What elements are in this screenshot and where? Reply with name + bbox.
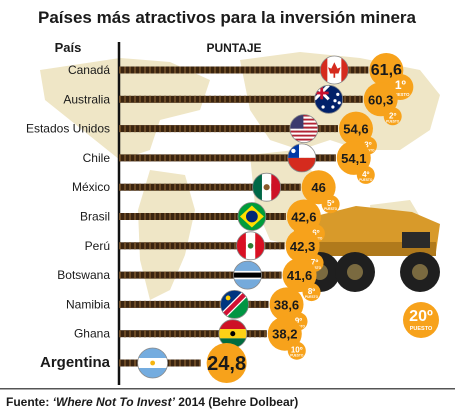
value-badge [336, 140, 371, 175]
source-separator [0, 388, 455, 390]
country-label: Namibia [66, 297, 110, 311]
rank-label: 1º [395, 78, 407, 92]
source-text: Fuente: ‘Where Not To Invest’ 2014 (Behr… [6, 395, 298, 409]
rank-label: 7º [311, 258, 318, 267]
value-label: 38,2 [272, 327, 297, 342]
rank-badge [403, 302, 439, 338]
value-label: 42,3 [290, 239, 315, 254]
value-badge [206, 343, 247, 383]
rank-word: PUESTO [410, 326, 433, 332]
country-label: Canadá [68, 63, 110, 77]
country-header: País [55, 40, 82, 55]
value-label: 61,6 [371, 62, 402, 79]
country-label: Estados Unidos [26, 122, 110, 136]
value-label: 46 [311, 180, 325, 195]
bar [119, 154, 336, 162]
usa-flag-icon [289, 114, 319, 144]
chart-title: Países más atractivos para la inversión … [38, 8, 417, 27]
value-label: 42,6 [291, 210, 316, 225]
rank-label: 8º [308, 287, 315, 296]
rank-word: PUESTO [305, 295, 319, 299]
country-label: Botswana [57, 268, 110, 282]
country-label: Australia [63, 92, 110, 106]
rank-word: PUESTO [324, 207, 338, 211]
rank-badge [383, 107, 402, 126]
bar [119, 125, 338, 133]
rank-word: PUESTO [290, 354, 304, 358]
australia-flag-icon [314, 84, 344, 114]
canada-flag-icon [319, 55, 349, 85]
bar [119, 66, 369, 74]
rank-label: 5º [327, 199, 334, 208]
rank-label: 9º [295, 316, 302, 325]
value-label: 41,6 [287, 268, 312, 283]
value-badge [267, 316, 302, 351]
country-label: Perú [85, 239, 110, 253]
score-header: PUNTAJE [206, 41, 261, 55]
chile-flag-icon [287, 143, 317, 173]
value-badge [282, 258, 317, 293]
namibia-flag-icon [220, 289, 249, 319]
value-badge [285, 228, 320, 263]
brazil-flag-icon [237, 202, 267, 231]
value-label: 54,6 [343, 122, 368, 137]
argentina-flag-icon [137, 347, 169, 379]
country-label: Ghana [74, 327, 110, 341]
value-label: 24,8 [207, 353, 246, 375]
bar [119, 213, 286, 220]
rank-label: 4º [362, 170, 369, 179]
value-badge [269, 287, 304, 322]
rank-badge [302, 283, 321, 302]
value-badge [338, 111, 373, 146]
country-label: Argentina [40, 354, 111, 371]
value-badge [286, 199, 321, 234]
rank-badge [287, 341, 306, 360]
country-label: Chile [83, 151, 111, 165]
rank-label: 2º [389, 111, 396, 120]
country-label: Brasil [80, 210, 110, 224]
bar [119, 300, 269, 308]
value-badge [301, 170, 336, 205]
value-label: 38,6 [274, 297, 299, 312]
value-badge [363, 82, 398, 117]
rank-label: 3º [364, 141, 371, 150]
rank-badge [321, 195, 340, 214]
bar [119, 330, 267, 338]
rank-word: PUESTO [391, 92, 410, 97]
rank-badge [356, 165, 375, 184]
rank-label: 20º [409, 308, 433, 325]
botswana-flag-icon [233, 260, 262, 290]
peru-flag-icon [236, 231, 265, 261]
value-label: 60,3 [368, 92, 393, 107]
country-label: México [72, 180, 110, 194]
rank-word: PUESTO [386, 119, 400, 123]
rank-word: PUESTO [359, 178, 373, 182]
value-label: 54,1 [341, 151, 366, 166]
mexico-flag-icon [252, 172, 282, 202]
rank-label: 10º [291, 346, 303, 355]
bar [119, 242, 285, 250]
rank-label: 6º [312, 229, 319, 238]
